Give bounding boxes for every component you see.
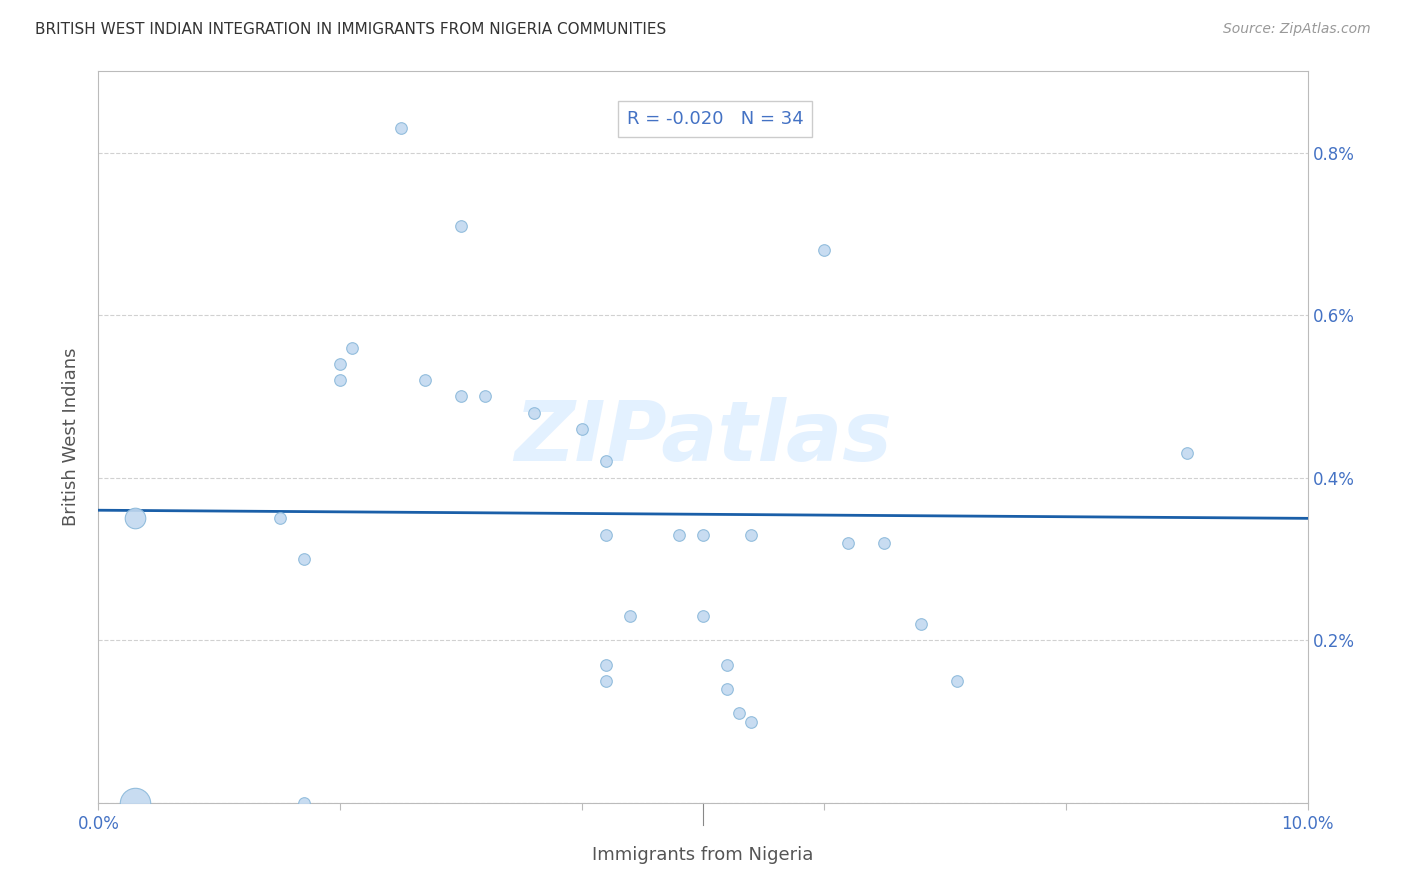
Point — [740, 527, 762, 541]
Point — [619, 608, 641, 623]
Text: BRITISH WEST INDIAN INTEGRATION IN IMMIGRANTS FROM NIGERIA COMMUNITIES: BRITISH WEST INDIAN INTEGRATION IN IMMIG… — [35, 22, 666, 37]
Y-axis label: British West Indians: British West Indians — [62, 348, 80, 526]
Point — [595, 657, 617, 672]
Point — [873, 535, 896, 549]
Point — [124, 511, 146, 525]
Point — [269, 511, 291, 525]
Point — [329, 373, 352, 387]
Text: Source: ZipAtlas.com: Source: ZipAtlas.com — [1223, 22, 1371, 37]
Point — [668, 527, 690, 541]
Point — [389, 121, 412, 136]
Point — [450, 389, 472, 403]
Point — [292, 552, 315, 566]
Point — [728, 706, 751, 721]
Text: R = -0.020   N = 34: R = -0.020 N = 34 — [627, 110, 803, 128]
Point — [292, 796, 315, 810]
Point — [413, 373, 436, 387]
Point — [813, 243, 835, 257]
Point — [474, 389, 496, 403]
Point — [595, 454, 617, 468]
Point — [692, 527, 714, 541]
Point — [329, 357, 352, 371]
Point — [1175, 446, 1198, 460]
Point — [740, 714, 762, 729]
Point — [450, 219, 472, 233]
Point — [946, 673, 969, 688]
Point — [523, 406, 546, 420]
Point — [124, 796, 146, 810]
Point — [571, 422, 593, 436]
Text: ZIPatlas: ZIPatlas — [515, 397, 891, 477]
Point — [692, 608, 714, 623]
X-axis label: Immigrants from Nigeria: Immigrants from Nigeria — [592, 847, 814, 864]
Point — [595, 527, 617, 541]
Point — [342, 341, 364, 355]
Point — [716, 657, 738, 672]
Point — [910, 617, 932, 632]
Point — [716, 681, 738, 696]
Point — [837, 535, 859, 549]
Point — [595, 673, 617, 688]
